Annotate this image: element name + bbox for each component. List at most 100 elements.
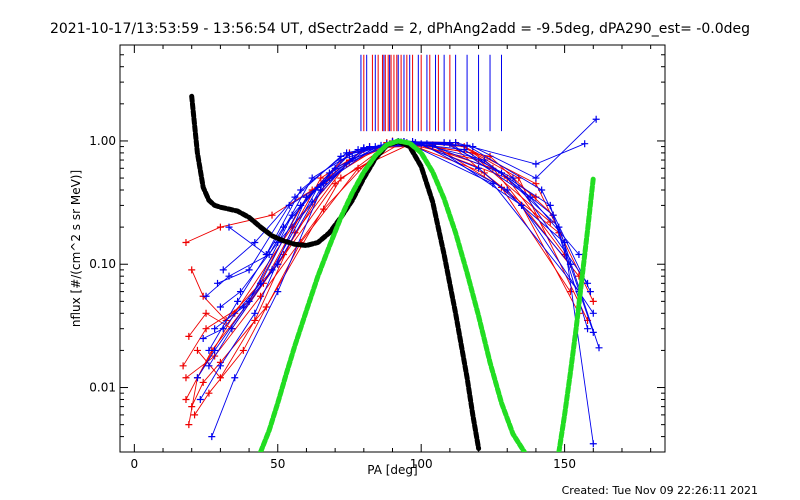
x-axis: 0 50 100 150 bbox=[131, 45, 652, 471]
red-data-point bbox=[216, 223, 224, 231]
blue-data-point bbox=[460, 146, 468, 154]
blue-series-line bbox=[223, 141, 588, 284]
blue-data-point bbox=[231, 374, 239, 382]
red-data-point bbox=[320, 205, 328, 213]
blue-data-point bbox=[320, 180, 328, 188]
red-data-point bbox=[179, 362, 187, 370]
blue-data-point bbox=[581, 140, 589, 148]
blue-data-point bbox=[199, 334, 207, 342]
y-tick-label: 0.10 bbox=[89, 257, 116, 271]
blue-data-point bbox=[595, 344, 603, 352]
blue-data-point bbox=[202, 292, 210, 300]
blue-series-line bbox=[220, 141, 591, 308]
red-data-point bbox=[188, 403, 196, 411]
blue-data-point bbox=[589, 309, 597, 317]
red-series-line bbox=[185, 144, 565, 400]
blue-series-line bbox=[217, 143, 600, 348]
blue-data-point bbox=[532, 160, 540, 168]
red-data-point bbox=[216, 374, 224, 382]
blue-data-point bbox=[268, 266, 276, 274]
blue-data-point bbox=[584, 325, 592, 333]
red-series-line bbox=[188, 142, 580, 337]
red-data-point bbox=[566, 288, 574, 296]
red-data-point bbox=[268, 211, 276, 219]
red-data-point bbox=[188, 266, 196, 274]
blue-data-point bbox=[228, 325, 236, 333]
x-tick-label: 0 bbox=[131, 457, 139, 471]
creation-timestamp: Created: Tue Nov 09 22:26:11 2021 bbox=[562, 484, 758, 497]
blue-data-point bbox=[251, 239, 259, 247]
fit-curve-green-main bbox=[258, 138, 527, 452]
blue-data-point bbox=[234, 297, 242, 305]
red-data-point bbox=[337, 174, 345, 182]
red-data-point bbox=[205, 389, 213, 397]
blue-data-point bbox=[216, 303, 224, 311]
blue-data-point bbox=[214, 279, 222, 287]
blue-data-point bbox=[509, 174, 517, 182]
red-data-point bbox=[182, 239, 190, 247]
red-data-point bbox=[185, 421, 193, 429]
red-data-point bbox=[317, 174, 325, 182]
blue-data-point bbox=[532, 174, 540, 182]
blue-data-point bbox=[503, 186, 511, 194]
blue-data-point bbox=[297, 186, 305, 194]
blue-data-point bbox=[245, 266, 253, 274]
blue-data-point bbox=[589, 440, 597, 448]
red-data-point bbox=[191, 411, 199, 419]
y-axis-label: nflux [#/(cm^2 s sr MeV)] bbox=[69, 170, 83, 327]
chart-title: 2021-10-17/13:53:59 - 13:56:54 UT, dSect… bbox=[50, 21, 750, 37]
blue-data-point bbox=[480, 156, 488, 164]
fit-curve-green-right bbox=[556, 175, 596, 452]
blue-data-point bbox=[205, 362, 213, 370]
blue-data-point bbox=[196, 395, 204, 403]
red-data-point bbox=[251, 316, 259, 324]
blue-data-point bbox=[219, 266, 227, 274]
blue-data-point bbox=[251, 309, 259, 317]
red-data-point bbox=[202, 325, 210, 333]
red-data-point bbox=[185, 332, 193, 340]
blue-data-point bbox=[575, 250, 583, 258]
red-data-point bbox=[546, 218, 554, 226]
y-tick-label: 1.00 bbox=[89, 134, 116, 148]
blue-data-point bbox=[423, 140, 431, 148]
x-axis-label: PA [deg] bbox=[367, 463, 417, 477]
red-data-point bbox=[193, 346, 201, 354]
blue-data-point bbox=[205, 346, 213, 354]
x-tick-label: 150 bbox=[553, 457, 576, 471]
blue-data-point bbox=[586, 288, 594, 296]
blue-data-point bbox=[518, 201, 526, 209]
blue-data-point bbox=[239, 303, 247, 311]
fit-curves bbox=[189, 93, 596, 452]
blue-data-point bbox=[208, 433, 216, 441]
red-data-point bbox=[239, 346, 247, 354]
red-data-point bbox=[199, 378, 207, 386]
blue-data-point bbox=[325, 169, 333, 177]
y-tick-label: 0.01 bbox=[89, 381, 116, 395]
blue-data-point bbox=[236, 288, 244, 296]
blue-data-point bbox=[331, 164, 339, 172]
blue-data-point bbox=[475, 164, 483, 172]
blue-series-line bbox=[214, 142, 580, 330]
y-axis: 0.01 0.10 1.00 bbox=[89, 44, 665, 453]
red-data-point bbox=[202, 309, 210, 317]
x-tick-label: 50 bbox=[270, 457, 285, 471]
blue-data-point bbox=[337, 152, 345, 160]
blue-data-point bbox=[592, 115, 600, 123]
x-tick-label: 100 bbox=[410, 457, 433, 471]
blue-data-point bbox=[463, 141, 471, 149]
blue-data-point bbox=[216, 362, 224, 370]
red-data-point bbox=[257, 292, 265, 300]
fit-curve-black bbox=[189, 93, 482, 451]
pa-marker-lines bbox=[360, 54, 502, 132]
blue-series-line bbox=[199, 144, 594, 400]
data-series bbox=[179, 115, 603, 448]
blue-data-point bbox=[225, 223, 233, 231]
blue-data-point bbox=[193, 374, 201, 382]
red-data-point bbox=[182, 395, 190, 403]
blue-data-point bbox=[343, 149, 351, 157]
blue-data-point bbox=[211, 325, 219, 333]
blue-data-point bbox=[589, 328, 597, 336]
red-series-line bbox=[185, 142, 580, 277]
blue-data-point bbox=[538, 186, 546, 194]
